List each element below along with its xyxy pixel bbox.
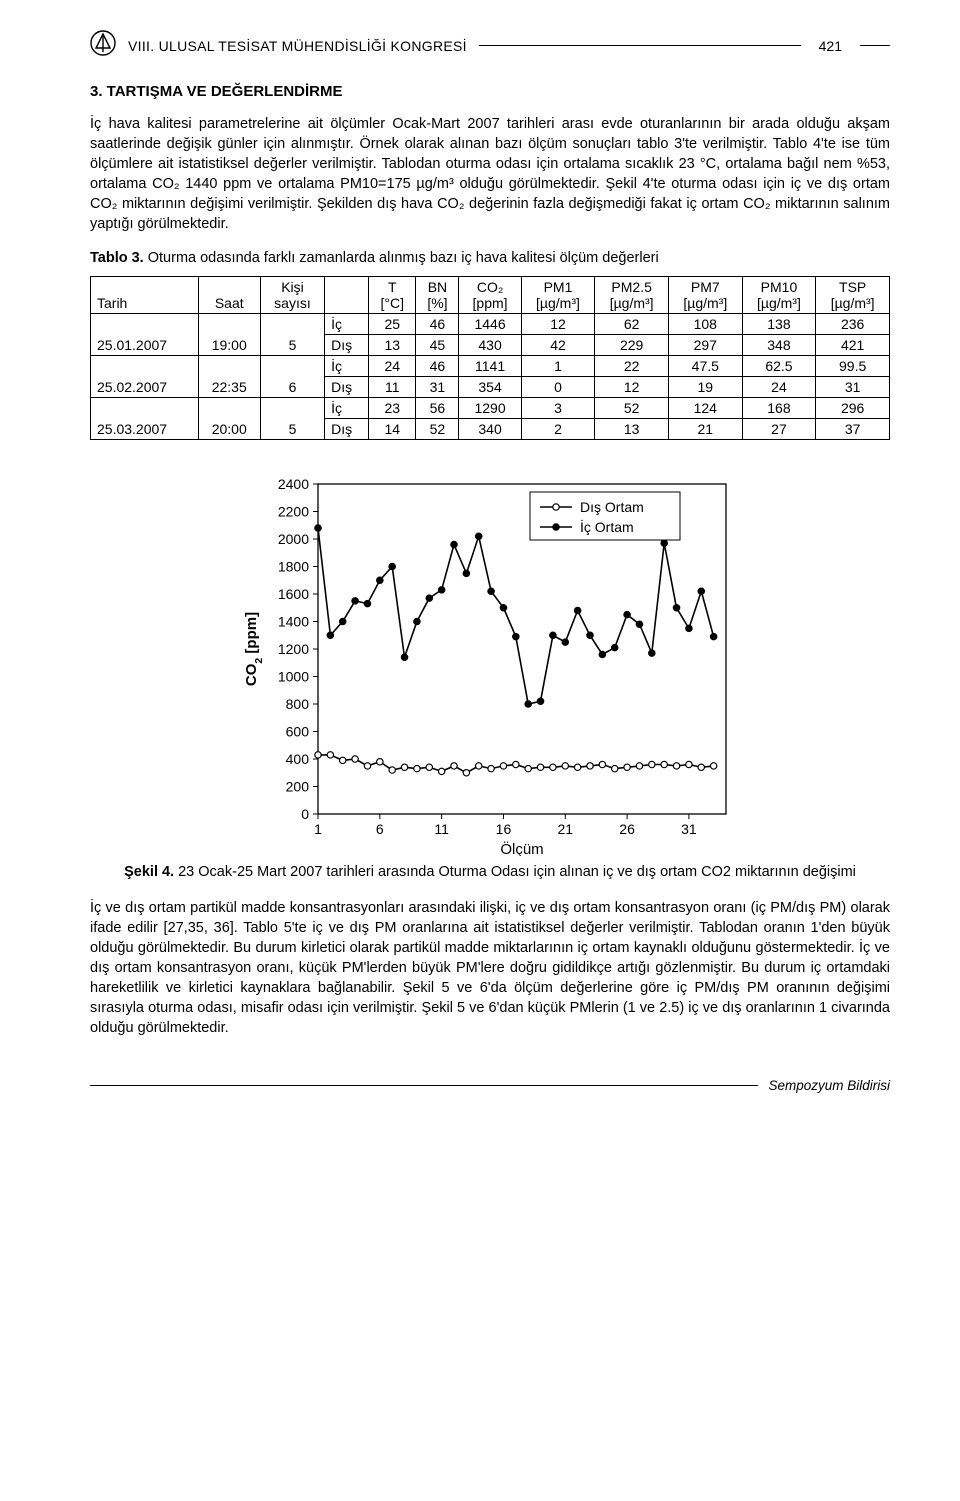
svg-text:1800: 1800 bbox=[278, 559, 309, 575]
col-header: TSP[µg/m³] bbox=[816, 277, 890, 314]
header-rule bbox=[479, 45, 801, 46]
svg-text:1: 1 bbox=[314, 821, 322, 837]
svg-text:İç Ortam: İç Ortam bbox=[580, 518, 634, 535]
col-header: Kişisayısı bbox=[260, 277, 324, 314]
svg-text:1000: 1000 bbox=[278, 669, 309, 685]
col-header: PM7[µg/m³] bbox=[668, 277, 742, 314]
section-title: 3. TARTIŞMA VE DEĞERLENDİRME bbox=[90, 83, 890, 100]
svg-text:1600: 1600 bbox=[278, 586, 309, 602]
svg-text:1400: 1400 bbox=[278, 614, 309, 630]
svg-text:21: 21 bbox=[557, 821, 573, 837]
logo-icon bbox=[90, 30, 116, 61]
col-header: PM1[µg/m³] bbox=[521, 277, 595, 314]
table-row: 25.01.200719:005İç254614461262108138236 bbox=[91, 314, 890, 335]
page-number: 421 bbox=[813, 38, 848, 54]
svg-text:6: 6 bbox=[376, 821, 384, 837]
svg-text:Ölçüm: Ölçüm bbox=[500, 840, 543, 856]
svg-text:26: 26 bbox=[619, 821, 635, 837]
svg-text:200: 200 bbox=[286, 779, 310, 795]
svg-text:16: 16 bbox=[496, 821, 512, 837]
svg-text:2000: 2000 bbox=[278, 531, 309, 547]
svg-text:2200: 2200 bbox=[278, 504, 309, 520]
co2-chart: 0 200 400 600 800 1000 1200 1400 1600 1800 2000 220… bbox=[230, 466, 750, 856]
svg-text:11: 11 bbox=[434, 821, 449, 837]
table3-caption-text: Oturma odasında farklı zamanlarda alınmı… bbox=[144, 250, 659, 266]
page-header: VIII. ULUSAL TESİSAT MÜHENDİSLİĞİ KONGRE… bbox=[90, 30, 890, 61]
svg-text:400: 400 bbox=[286, 751, 310, 767]
figure4-caption-text: 23 Ocak-25 Mart 2007 tarihleri arasında … bbox=[174, 864, 856, 880]
footer-text: Sempozyum Bildirisi bbox=[768, 1078, 890, 1093]
svg-text:600: 600 bbox=[286, 724, 310, 740]
table3: TarihSaatKişisayısıT[°C]BN[%]CO₂[ppm]PM1… bbox=[90, 276, 890, 440]
col-header: PM10[µg/m³] bbox=[742, 277, 816, 314]
chart-container: 0 200 400 600 800 1000 1200 1400 1600 1800 2000 220… bbox=[90, 466, 890, 856]
table-row: 25.03.200720:005İç23561290352124168296 bbox=[91, 398, 890, 419]
table3-caption-label: Tablo 3. bbox=[90, 250, 144, 266]
table-row: 25.02.200722:356İç2446114112247.562.599.… bbox=[91, 356, 890, 377]
col-header: Saat bbox=[198, 277, 260, 314]
col-header: CO₂[ppm] bbox=[459, 277, 521, 314]
paragraph-1: İç hava kalitesi parametrelerine ait ölç… bbox=[90, 114, 890, 234]
col-header: T[°C] bbox=[369, 277, 416, 314]
table3-caption: Tablo 3. Oturma odasında farklı zamanlar… bbox=[90, 250, 890, 266]
svg-text:CO2 [ppm]: CO2 [ppm] bbox=[243, 612, 265, 686]
header-rule-right bbox=[860, 45, 890, 46]
figure4-caption-label: Şekil 4. bbox=[124, 864, 174, 880]
footer-rule bbox=[90, 1085, 758, 1086]
col-header: PM2.5[µg/m³] bbox=[595, 277, 669, 314]
svg-text:0: 0 bbox=[301, 806, 309, 822]
svg-text:31: 31 bbox=[681, 821, 697, 837]
page-footer: Sempozyum Bildirisi bbox=[90, 1078, 890, 1093]
col-header bbox=[325, 277, 369, 314]
paragraph-2: İç ve dış ortam partikül madde konsantra… bbox=[90, 898, 890, 1038]
col-header: Tarih bbox=[91, 277, 199, 314]
svg-text:Dış Ortam: Dış Ortam bbox=[580, 499, 644, 515]
svg-text:1200: 1200 bbox=[278, 641, 309, 657]
svg-text:2400: 2400 bbox=[278, 476, 309, 492]
header-title: VIII. ULUSAL TESİSAT MÜHENDİSLİĞİ KONGRE… bbox=[128, 38, 467, 54]
svg-text:800: 800 bbox=[286, 696, 310, 712]
figure4-caption: Şekil 4. 23 Ocak-25 Mart 2007 tarihleri … bbox=[90, 864, 890, 880]
col-header: BN[%] bbox=[416, 277, 459, 314]
